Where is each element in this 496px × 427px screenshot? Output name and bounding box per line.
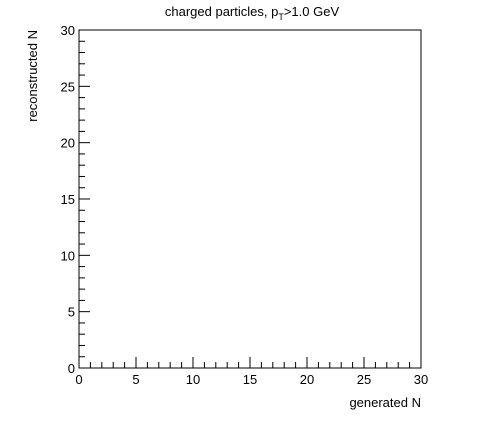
x-tick-label: 5 bbox=[132, 372, 139, 387]
y-tick-label: 5 bbox=[68, 305, 75, 320]
chart-title-rest: >1.0 GeV bbox=[284, 4, 340, 19]
y-tick-label: 25 bbox=[61, 79, 75, 94]
y-tick-label: 10 bbox=[61, 248, 75, 263]
y-tick-label: 30 bbox=[61, 23, 75, 38]
y-tick-label: 0 bbox=[68, 361, 75, 376]
x-tick-label: 15 bbox=[243, 372, 257, 387]
chart-title: charged particles, pT>1.0 GeV bbox=[165, 4, 340, 22]
chart-title-main: charged particles, p bbox=[165, 4, 278, 19]
x-tick-label: 25 bbox=[357, 372, 371, 387]
x-axis-ticks bbox=[78, 357, 422, 368]
y-tick-label: 20 bbox=[61, 136, 75, 151]
y-tick-label: 15 bbox=[61, 192, 75, 207]
y-axis-tick-labels: 0 5 10 15 20 25 30 bbox=[61, 23, 75, 376]
y-axis-label: reconstructed N bbox=[25, 30, 40, 122]
x-axis-label: generated N bbox=[349, 395, 421, 410]
chart-title-subscript: T bbox=[278, 12, 284, 22]
plot-frame bbox=[78, 29, 422, 369]
x-tick-label: 10 bbox=[186, 372, 200, 387]
x-tick-label: 30 bbox=[414, 372, 428, 387]
y-axis-ticks bbox=[79, 29, 90, 369]
x-tick-label: 20 bbox=[300, 372, 314, 387]
x-axis-tick-labels: 0 5 10 15 20 25 30 bbox=[75, 372, 428, 387]
x-tick-label: 0 bbox=[75, 372, 82, 387]
